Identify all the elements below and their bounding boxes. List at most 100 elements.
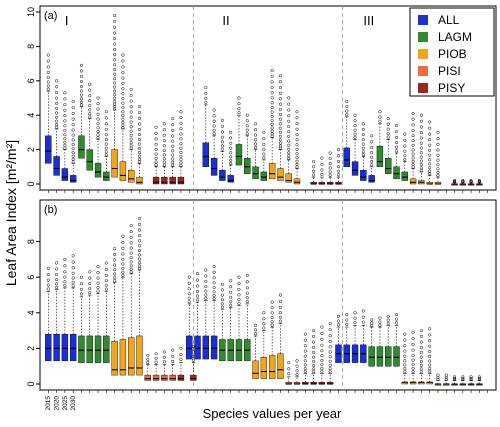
- outlier-point: [419, 363, 423, 367]
- outlier-point: [262, 147, 266, 152]
- y-axis-label: Leaf Area Index [m²/m²]: [3, 140, 19, 286]
- outlier-point: [411, 134, 415, 138]
- outlier-point: [361, 122, 365, 126]
- outlier-point: [88, 287, 92, 291]
- box-all: [227, 130, 234, 183]
- year-tick-label: 2030: [70, 396, 77, 411]
- outlier-point: [137, 157, 142, 161]
- outlier-point: [245, 128, 249, 132]
- box-all: [45, 53, 52, 164]
- outlier-point: [113, 85, 117, 89]
- box-body: [111, 341, 118, 376]
- box-body: [376, 145, 384, 168]
- box-pisy: [310, 329, 317, 385]
- outlier-point: [104, 133, 108, 137]
- box-body: [69, 333, 77, 362]
- outlier-point: [154, 163, 158, 167]
- outlier-point: [254, 138, 258, 142]
- y-tick-label: 10: [26, 7, 36, 17]
- outlier-point: [162, 350, 166, 354]
- outlier-point: [162, 122, 166, 126]
- outlier-point: [96, 126, 100, 130]
- outlier-point: [71, 123, 75, 127]
- outlier-point: [328, 161, 332, 166]
- outlier-point: [428, 143, 432, 147]
- outlier-point: [477, 375, 481, 379]
- outlier-point: [336, 319, 341, 323]
- outlier-point: [171, 149, 175, 153]
- outlier-point: [428, 162, 432, 166]
- outlier-point: [113, 37, 117, 41]
- outlier-point: [195, 294, 200, 298]
- outlier-point: [46, 87, 50, 91]
- box-lagm: [252, 122, 259, 180]
- box-piob: [426, 327, 433, 385]
- outlier-point: [171, 359, 175, 363]
- outlier-point: [353, 124, 357, 128]
- outlier-point: [403, 338, 407, 342]
- outlier-point: [220, 140, 224, 144]
- outlier-point: [419, 350, 423, 354]
- outlier-point: [121, 257, 125, 261]
- outlier-point: [129, 251, 133, 255]
- outlier-point: [328, 359, 332, 363]
- outlier-point: [295, 364, 299, 368]
- outlier-point: [336, 169, 341, 173]
- outlier-point: [63, 128, 67, 132]
- outlier-point: [237, 102, 241, 106]
- outlier-point: [370, 159, 374, 163]
- outlier-point: [320, 168, 324, 172]
- box-piob: [111, 13, 118, 178]
- outlier-point: [336, 148, 341, 152]
- outlier-point: [113, 53, 117, 57]
- outlier-point: [295, 138, 299, 142]
- box-all: [343, 313, 350, 363]
- outlier-point: [262, 137, 266, 141]
- outlier-point: [187, 287, 191, 291]
- box-pisy: [177, 346, 185, 381]
- box-body: [136, 176, 143, 185]
- outlier-point: [171, 134, 175, 138]
- outlier-point: [287, 125, 291, 129]
- box-pisi: [161, 350, 168, 381]
- outlier-point: [121, 114, 125, 118]
- outlier-point: [96, 133, 100, 137]
- outlier-point: [96, 264, 100, 269]
- outlier-point: [79, 93, 84, 97]
- box-body: [343, 147, 350, 168]
- outlier-point: [428, 120, 432, 124]
- outlier-point: [55, 106, 59, 110]
- outlier-point: [179, 161, 183, 165]
- box-lagm: [94, 264, 102, 363]
- outlier-point: [71, 260, 75, 264]
- outlier-point: [121, 117, 125, 121]
- period-label: II: [222, 13, 229, 28]
- outlier-point: [129, 87, 133, 91]
- outlier-point: [229, 141, 233, 145]
- outlier-point: [162, 148, 166, 153]
- box-body: [169, 374, 176, 381]
- outlier-point: [278, 102, 282, 106]
- outlier-point: [312, 345, 316, 349]
- outlier-point: [229, 303, 233, 307]
- outlier-point: [378, 110, 382, 114]
- outlier-point: [88, 82, 92, 86]
- box-lagm: [86, 270, 93, 363]
- outlier-point: [237, 107, 241, 111]
- box-lagm: [78, 275, 85, 363]
- outlier-point: [88, 94, 92, 98]
- box-pisy: [326, 151, 334, 185]
- outlier-point: [403, 369, 407, 374]
- outlier-point: [245, 296, 249, 300]
- box-pisy: [476, 375, 483, 386]
- outlier-point: [287, 114, 291, 118]
- outlier-point: [370, 140, 374, 144]
- outlier-point: [129, 246, 133, 250]
- outlier-point: [361, 150, 365, 154]
- outlier-point: [220, 144, 224, 148]
- outlier-point: [419, 340, 423, 344]
- outlier-point: [113, 96, 117, 100]
- outlier-point: [46, 283, 50, 287]
- outlier-point: [328, 370, 332, 374]
- outlier-point: [436, 142, 440, 146]
